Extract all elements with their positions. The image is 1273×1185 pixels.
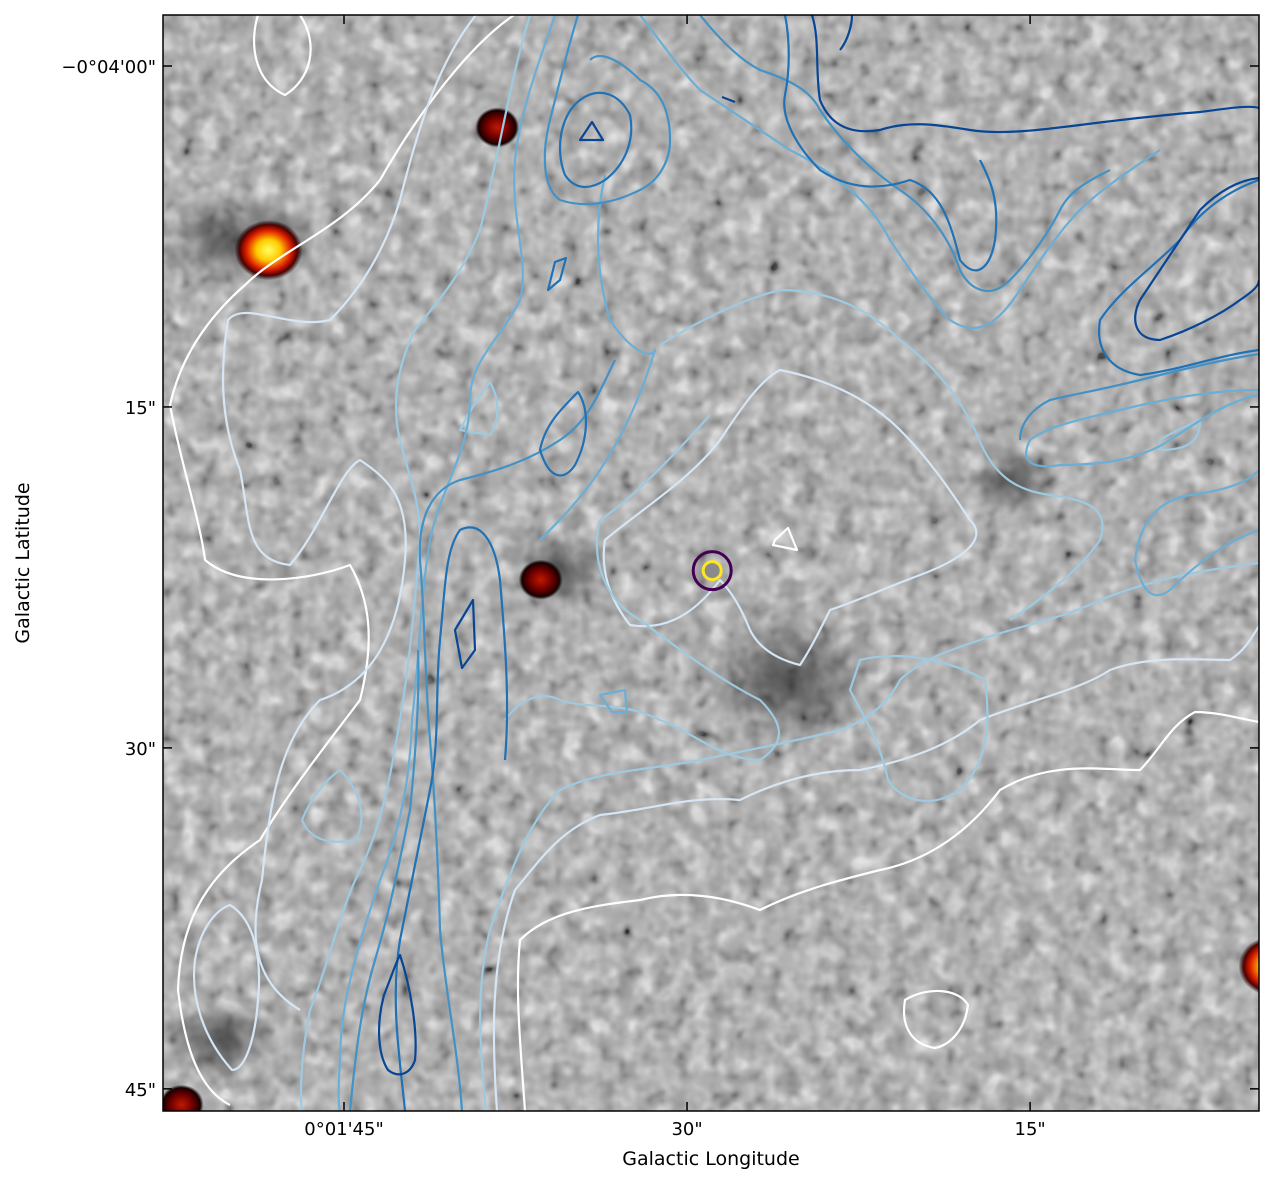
contour-level-5-sw: [348, 649, 420, 1111]
contour-level-7-inner: [578, 120, 605, 142]
contour-level-7-left: [453, 598, 477, 670]
contour-level-1-small: [771, 526, 799, 552]
contour-level-4-west: [337, 15, 557, 1111]
contour-level-1-top: [253, 15, 312, 97]
axis-ticks: 0°01'45" 30" 15" −0°04'00" 15" 30" 45": [61, 15, 1259, 1140]
contour-level-6-left: [394, 526, 509, 1111]
source-1: [234, 220, 303, 281]
contour-level-4-upper: [639, 15, 1161, 330]
sources-layer: [163, 107, 1259, 1111]
contour-level-2-core: [602, 368, 978, 667]
contour-level-2-east: [492, 625, 1259, 1111]
contour-level-6-mid: [538, 390, 588, 477]
contour-level-7-top: [810, 15, 1259, 134]
source-2: [475, 107, 520, 148]
marker-inner-ring: [701, 560, 723, 582]
contour-level-5-band: [699, 15, 1111, 292]
source-3: [518, 559, 563, 600]
contour-level-5-west: [543, 15, 672, 206]
contour-level-2-sw: [193, 903, 261, 1072]
x-tick-label: 15": [1015, 1119, 1046, 1140]
marker-outer-ring: [691, 550, 733, 592]
contour-level-6-inner: [558, 91, 633, 188]
contour-level-5-lower: [1018, 352, 1259, 441]
contour-level-6-small: [546, 256, 568, 292]
contour-level-6-top: [783, 15, 998, 272]
contour-level-1-blob: [902, 989, 970, 1050]
contour-level-4-east: [1025, 388, 1259, 468]
contour-level-3-east: [479, 561, 1259, 1111]
contour-level-4-right: [1133, 469, 1259, 597]
contour-level-6-band: [1097, 178, 1259, 377]
contour-level-1-east: [516, 710, 1259, 1111]
contour-level-5-left: [418, 359, 616, 1111]
contours: [168, 15, 1259, 1111]
x-axis-label: Galactic Longitude: [622, 1148, 799, 1170]
plot-area: [163, 15, 1259, 1111]
contour-level-7-top-left: [839, 15, 854, 51]
contour-level-2-west: [221, 15, 477, 1011]
source-4: [163, 1084, 204, 1111]
contour-level-3-core: [504, 414, 780, 762]
contour-level-4-small: [598, 688, 629, 714]
contour-level-7-right: [1134, 176, 1259, 342]
contour-level-3-sw: [300, 768, 363, 843]
y-tick-label: 30": [125, 739, 156, 760]
y-tick-label: −0°04'00": [61, 57, 156, 78]
contour-level-7-tick: [721, 95, 736, 104]
y-axis-label: Galactic Latitude: [12, 482, 34, 643]
y-tick-label: 15": [125, 398, 156, 419]
plot-frame: [162, 14, 1260, 1112]
contour-level-1-west: [168, 15, 515, 1106]
contour-level-3-blob: [848, 654, 989, 802]
source-5: [1238, 938, 1259, 994]
contour-level-3-ne: [659, 288, 1104, 621]
x-tick-label: 30": [671, 1119, 702, 1140]
source-marker: [691, 550, 733, 592]
y-tick-label: 45": [125, 1080, 156, 1101]
x-tick-label: 0°01'45": [304, 1119, 384, 1140]
contour-level-7-sw: [377, 953, 417, 1076]
contour-level-4-core: [539, 174, 657, 541]
